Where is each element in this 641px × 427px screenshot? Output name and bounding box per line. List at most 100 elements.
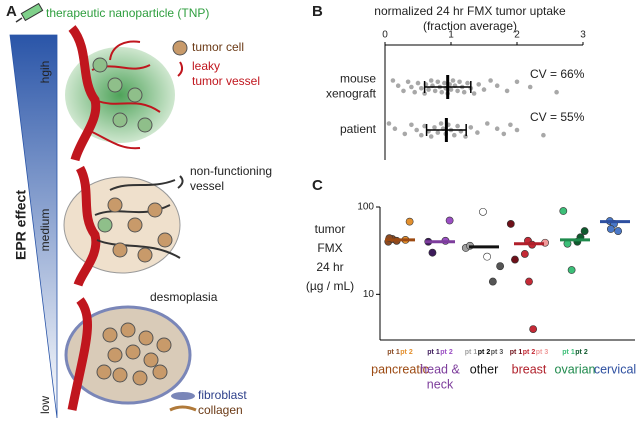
patient-label: pt 1 [387,349,400,356]
category-label: patient [340,122,377,136]
chart-title: normalized 24 hr FMX tumor uptake [374,4,566,18]
data-point [432,88,438,94]
tumor-cell-label: tumor cell [192,40,244,54]
leaky-label: leaky [192,59,220,73]
x-tick-label: 1 [448,30,454,41]
data-point [514,79,520,85]
data-point [405,79,411,85]
syringe [15,2,44,23]
data-point [428,134,434,139]
data-point [567,266,576,274]
patient-label: pt 1 [510,349,523,356]
patient-label: pt 2 [523,349,536,356]
data-point [494,126,500,131]
data-point [435,130,441,135]
cell-icon [172,40,188,56]
data-point [488,277,497,286]
data-point [514,127,520,133]
data-point [412,89,418,95]
level-label: medium [38,209,52,252]
patient-label: pt 2 [400,349,413,356]
data-point [485,121,490,126]
data-point [432,125,437,130]
group-label: head & [420,362,460,376]
patient-label: pt 2 [478,349,491,356]
group-label: pancreatic [371,362,429,376]
data-point [414,127,419,133]
data-point [415,80,421,86]
data-point [520,250,529,258]
data-point [479,207,487,216]
nonfunctioning-label: vessel [190,179,224,193]
vessel-icon [177,175,184,189]
y-axis-label: tumor [315,222,346,236]
data-point [461,89,467,95]
data-point [402,131,408,137]
data-point [511,255,519,264]
leaky-label: tumor vessel [192,74,260,88]
data-point [483,252,492,261]
data-point [465,80,470,86]
data-point [506,220,515,228]
group-label: breast [512,362,547,376]
tumor-low [64,297,192,411]
data-point [442,80,447,86]
patient-label: pt 1 [465,349,478,356]
data-point [409,122,414,128]
panel-label: C [312,177,323,194]
epr-label: EPR effect [13,190,29,260]
data-point [438,121,444,126]
x-tick-label: 2 [514,30,520,41]
data-point [541,132,546,138]
data-point [422,123,427,129]
data-point [390,78,396,83]
patient-label: pt 3 [536,349,549,356]
patient-label: pt 3 [491,349,504,356]
data-point [439,89,445,95]
data-point [501,131,507,137]
epr-wedge [9,34,58,419]
tumor-medium [63,165,181,287]
data-point [455,88,460,94]
y-axis-label: (µg / mL) [306,279,354,293]
data-point [580,227,589,235]
collagen-label: collagen [198,403,243,417]
group-label: cervical [594,362,636,376]
data-point [445,216,454,225]
data-point [457,79,462,85]
data-point [559,207,568,215]
nonfunctioning-label: non-functioning [190,164,272,178]
data-point [419,132,424,138]
annotation: CV = 66% [530,67,585,81]
group-label: ovarian [555,362,596,376]
data-point [481,87,487,92]
desmoplasia-label: desmoplasia [150,290,218,304]
group-label: other [470,362,499,376]
x-tick-label: 0 [382,30,388,41]
group-label: neck [427,377,454,391]
chart-subtitle: (fraction average) [423,19,517,33]
data-point [452,132,457,138]
data-point [504,88,510,94]
data-point [401,88,406,94]
data-point [606,225,615,233]
data-point [554,89,559,95]
category-label: mouse [340,72,376,86]
data-point [409,84,414,90]
data-point [494,83,500,88]
y-axis-label: 24 hr [316,260,343,274]
fibroblast-icon [171,392,195,400]
data-point [614,227,623,235]
data-point [455,123,460,129]
panel-label: B [312,3,323,20]
data-point [468,125,474,130]
data-point [496,262,505,271]
data-point [527,84,533,90]
data-point [488,78,493,83]
data-point [475,130,480,135]
collagen-icon [169,405,197,412]
annotation: CV = 55% [530,110,585,124]
data-point [426,87,431,92]
patient-label: pt 1 [427,349,440,356]
